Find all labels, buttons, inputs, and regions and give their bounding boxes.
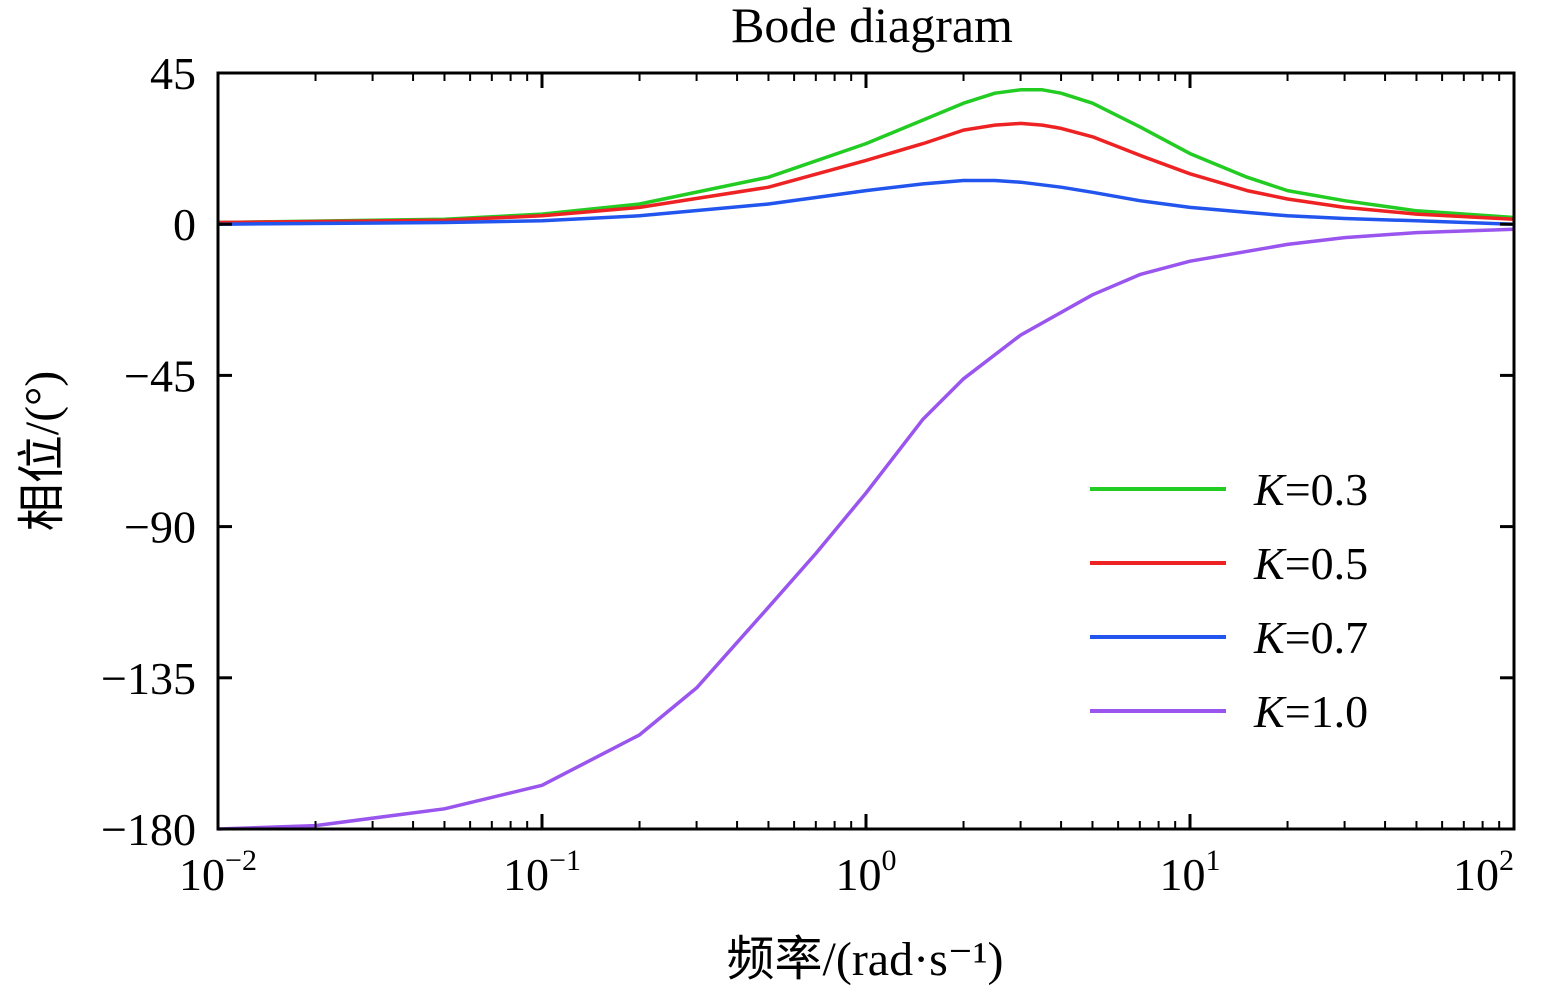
y-tick-label: −45 (124, 350, 196, 401)
x-tick-label: 102 (1453, 844, 1514, 900)
chart-title: Bode diagram (731, 0, 1013, 53)
y-tick-label: 45 (150, 48, 196, 99)
series-line-1 (217, 121, 1515, 225)
y-tick-label: −135 (101, 653, 196, 704)
y-tick-label: −180 (101, 804, 196, 855)
x-tick-label: 101 (1160, 844, 1221, 900)
series-line-2 (217, 178, 1515, 226)
series-line-3 (217, 227, 1515, 831)
y-tick-label: 0 (173, 199, 196, 250)
y-axis: 45 0 −45 −90 −135 −180 (101, 48, 1514, 855)
legend: K=0.3 K=0.5 K=0.7 K=1.0 (1090, 464, 1368, 737)
legend-label-2: K=0.7 (1253, 612, 1368, 663)
y-axis-label: 相位/(°) (16, 371, 69, 532)
series-group (217, 88, 1515, 831)
legend-label-1: K=0.5 (1253, 538, 1368, 589)
x-tick-label: 100 (836, 844, 897, 900)
legend-label-0: K=0.3 (1253, 464, 1368, 515)
y-tick-label: −90 (124, 502, 196, 553)
x-tick-label: 10−1 (503, 844, 581, 900)
legend-label-3: K=1.0 (1253, 686, 1368, 737)
x-tick-label: 10−2 (179, 844, 257, 900)
x-axis-label: 频率/(rad·s⁻¹) (727, 933, 1004, 986)
series-line-0 (217, 88, 1515, 225)
x-axis: 10−2 10−1 100 101 102 (179, 73, 1516, 900)
